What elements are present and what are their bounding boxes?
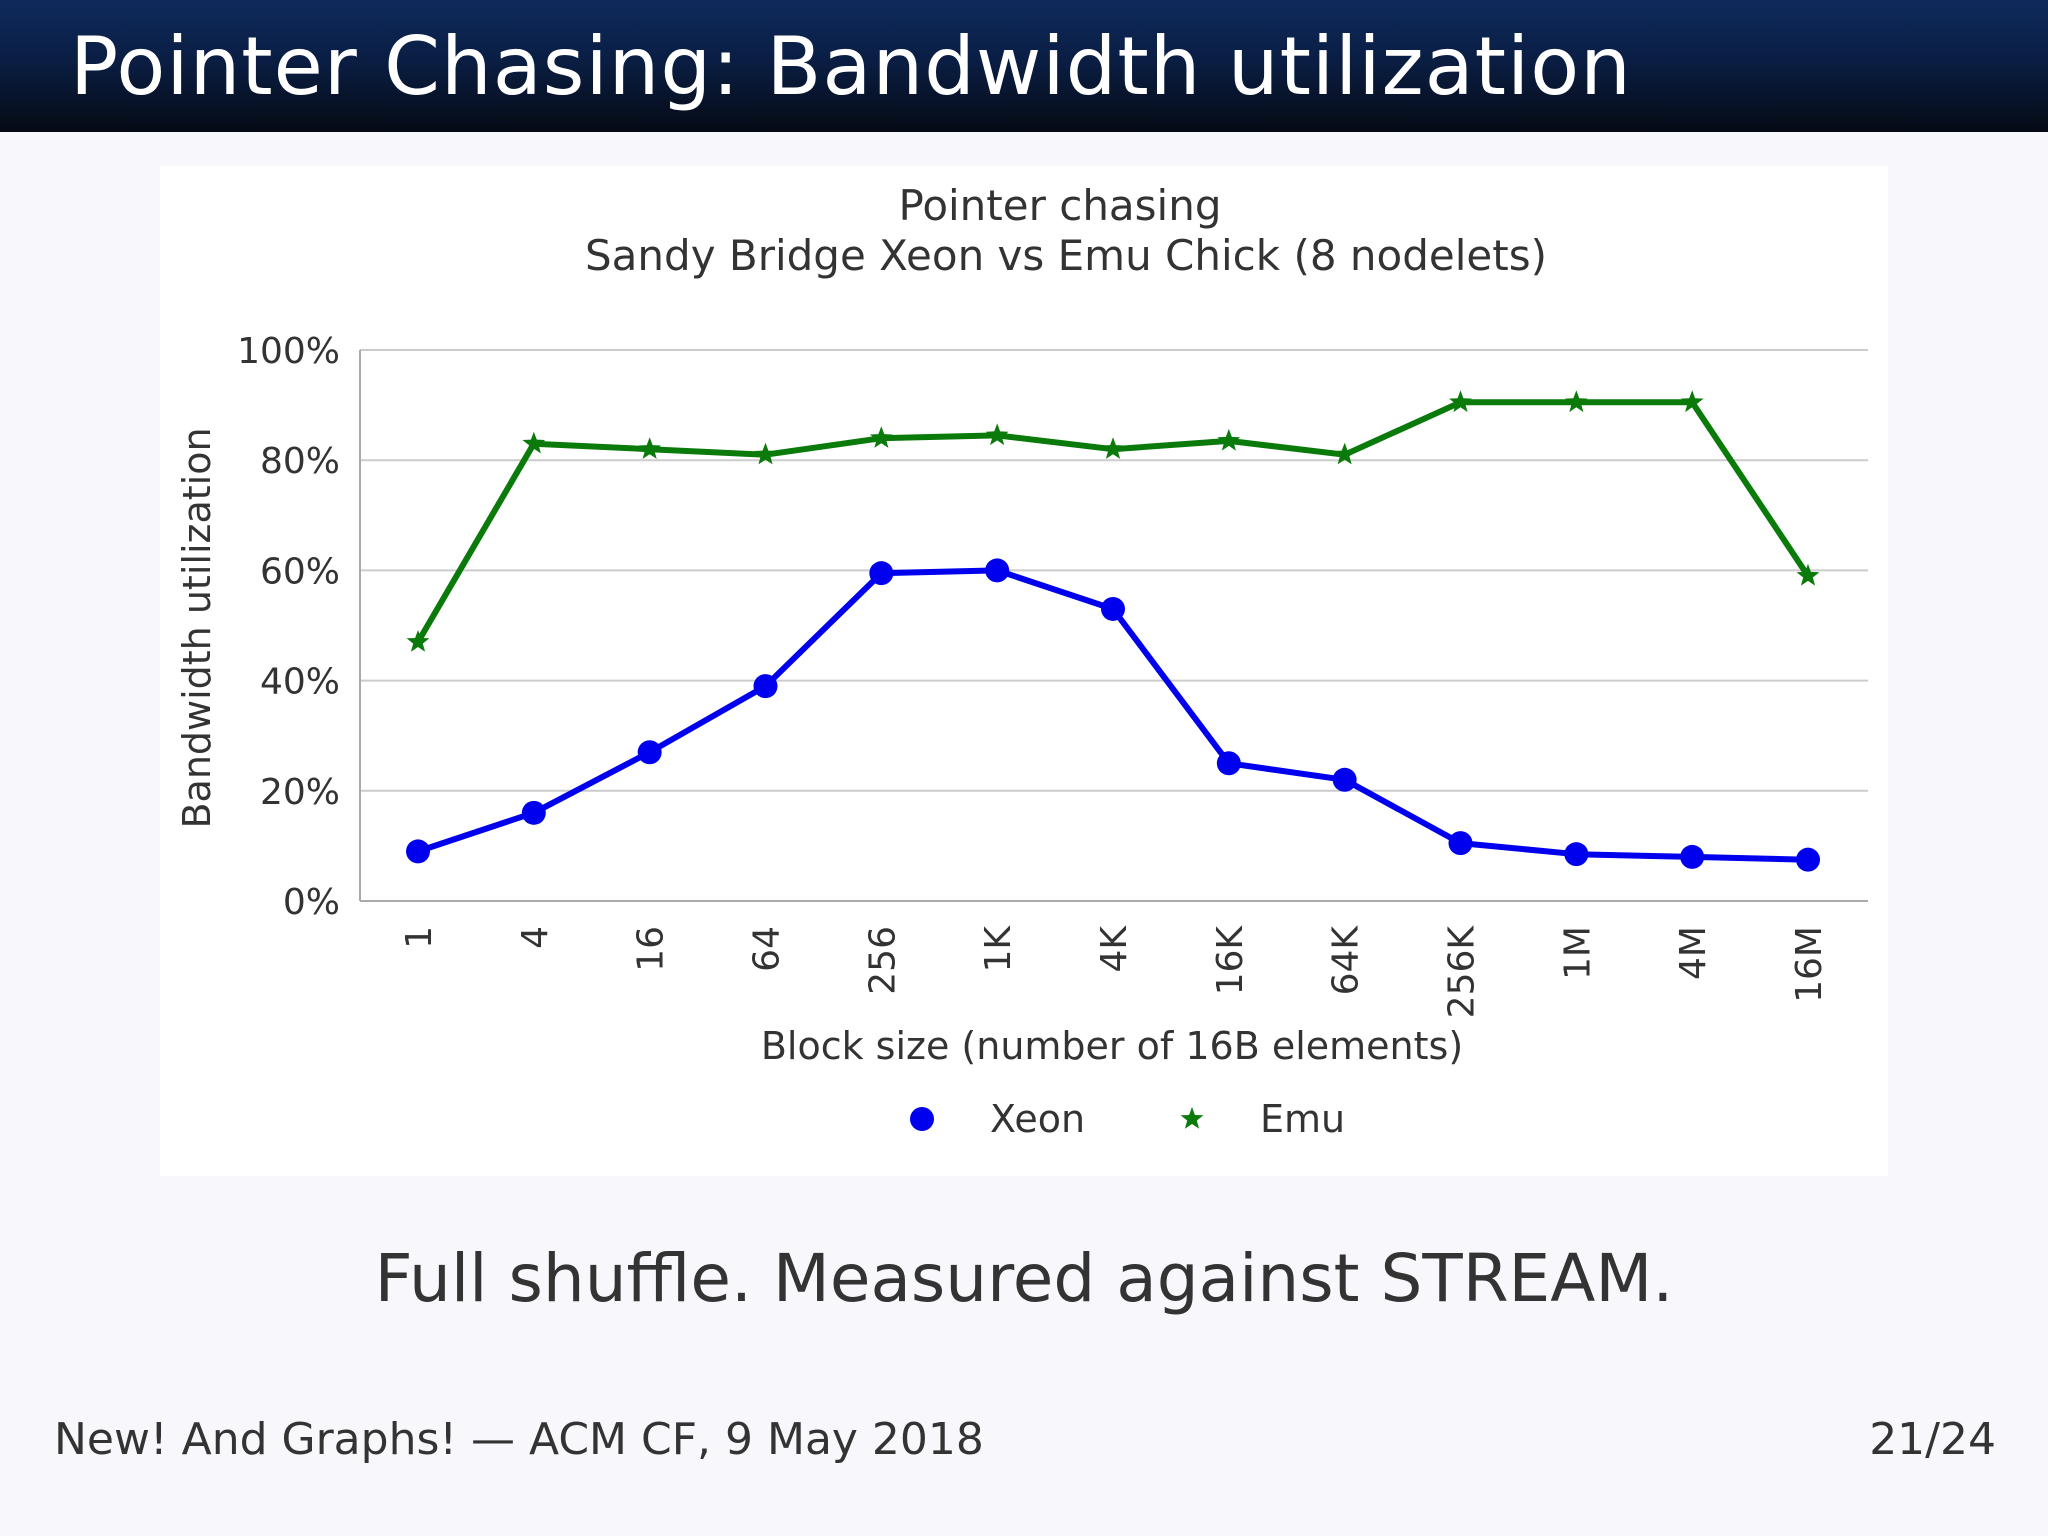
legend-xeon-label: Xeon: [990, 1097, 1085, 1141]
data-point: [1449, 390, 1472, 413]
y-tick-label: 80%: [260, 441, 340, 482]
y-ticks: 0% 20% 40% 60% 80% 100%: [237, 331, 340, 923]
data-point: [1101, 437, 1125, 459]
line-chart: Pointer chasing Sandy Bridge Xeon vs Emu…: [175, 181, 1868, 1141]
data-point: [638, 437, 662, 459]
y-tick-label: 20%: [260, 772, 340, 813]
data-point: [406, 630, 430, 652]
x-tick-label: 64K: [1326, 925, 1367, 996]
data-point: [1333, 442, 1357, 465]
data-point: [1564, 842, 1589, 867]
data-point: [753, 674, 778, 699]
slide-title: Pointer Chasing: Bandwidth utilization: [70, 20, 1632, 113]
chart-subtitle: Sandy Bridge Xeon vs Emu Chick (8 nodele…: [585, 231, 1547, 280]
data-point: [985, 423, 1009, 446]
data-point: [1680, 390, 1704, 413]
data-point: [869, 426, 893, 448]
x-tick-label: 16M: [1789, 926, 1830, 1003]
legend-emu-label: Emu: [1260, 1097, 1345, 1141]
x-tick-label: 1: [399, 926, 440, 949]
x-axis-label: Block size (number of 16B elements): [761, 1024, 1463, 1068]
data-point: [521, 800, 546, 825]
data-point: [754, 442, 777, 465]
data-point: [406, 839, 430, 864]
chart-panel: Pointer chasing Sandy Bridge Xeon vs Emu…: [160, 166, 1888, 1176]
y-axis-label: Bandwidth utilization: [175, 427, 219, 828]
data-point: [1796, 847, 1820, 872]
x-tick-label: 1M: [1557, 926, 1598, 980]
x-tick-label: 4M: [1673, 926, 1714, 980]
x-tick-label: 1K: [978, 925, 1019, 973]
legend-marker-star: [1180, 1107, 1204, 1129]
data-point: [1217, 428, 1241, 451]
y-tick-label: 100%: [237, 331, 340, 372]
page-number: 21/24: [1869, 1414, 1996, 1465]
gridlines: [359, 349, 1868, 902]
x-ticks: 1 4 16 64 256 1K 4K 16K 64K 256K 1M 4M 16M: [399, 925, 1830, 1019]
title-bar: Pointer Chasing: Bandwidth utilization: [0, 0, 2048, 132]
y-tick-label: 40%: [260, 662, 340, 703]
data-point: [1564, 390, 1588, 413]
data-point: [1332, 767, 1357, 792]
data-point: [1216, 751, 1241, 776]
x-tick-label: 16: [631, 926, 672, 972]
legend-xeon-marker: [910, 1107, 934, 1131]
x-tick-label: 64: [747, 926, 788, 972]
y-tick-label: 60%: [260, 551, 340, 592]
x-tick-label: 256K: [1442, 925, 1483, 1019]
legend: Xeon Emu: [910, 1097, 1345, 1141]
x-tick-label: 16K: [1210, 925, 1251, 996]
data-point: [869, 561, 894, 586]
data-point: [1796, 563, 1820, 586]
series: [406, 390, 1820, 872]
legend-emu-marker: [1180, 1107, 1204, 1129]
data-point: [637, 740, 662, 765]
series-xeon: [406, 558, 1820, 872]
slide-caption: Full shuffle. Measured against STREAM.: [374, 1240, 1674, 1317]
series-emu: [406, 390, 1820, 652]
x-tick-label: 4: [515, 926, 556, 949]
y-tick-label: 0%: [283, 882, 340, 923]
data-point: [985, 558, 1010, 583]
chart-title: Pointer chasing: [898, 181, 1221, 230]
legend-marker-circle: [910, 1107, 934, 1131]
x-tick-label: 256: [862, 926, 903, 995]
data-point: [1448, 831, 1473, 856]
footer-text: New! And Graphs! — ACM CF, 9 May 2018: [54, 1414, 984, 1465]
data-point: [522, 431, 546, 454]
x-tick-label: 4K: [1094, 925, 1135, 973]
data-point: [1680, 844, 1705, 869]
data-point: [1101, 596, 1125, 621]
